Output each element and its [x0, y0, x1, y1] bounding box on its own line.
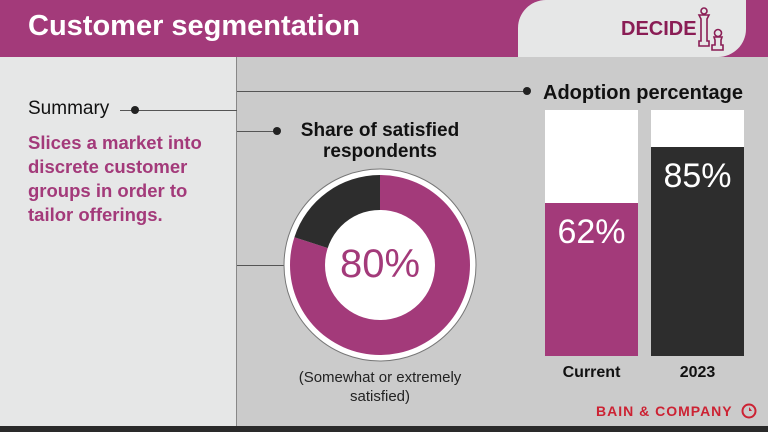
adoption-connector	[237, 91, 527, 92]
bar-fill-2023	[651, 146, 744, 356]
summary-panel	[0, 57, 237, 427]
bar-label-current: 62%	[557, 213, 626, 252]
donut-hole	[325, 210, 435, 320]
bottom-strip	[0, 426, 768, 432]
page-title: Customer segmentation	[28, 10, 360, 42]
summary-text: Slices a market into discrete customer g…	[28, 132, 202, 225]
donut-chart	[283, 168, 477, 362]
decide-badge: DECIDE	[518, 0, 746, 57]
share-dot	[273, 127, 281, 135]
bar-2023: 85%	[651, 110, 744, 356]
summary-connector	[120, 110, 237, 111]
adoption-title: Adoption percentage	[543, 82, 744, 104]
summary-dot	[131, 106, 139, 114]
bar-current: 62%	[545, 110, 638, 356]
title-bar: Customer segmentation	[0, 0, 540, 57]
bar-fill-current	[545, 203, 638, 356]
share-connector	[237, 131, 277, 132]
bar-label-2023: 85%	[663, 156, 732, 195]
category-current: Current	[562, 364, 621, 381]
summary-heading: Summary	[28, 98, 110, 119]
bain-logo-text: BAIN & COMPANY	[596, 403, 733, 419]
bain-logo-icon	[741, 403, 757, 419]
donut-note: (Somewhat or extremely satisfied)	[298, 369, 462, 405]
share-title: Share of satisfied respondents	[300, 120, 460, 162]
adoption-dot	[523, 87, 531, 95]
decide-label: DECIDE	[621, 18, 697, 40]
donut-center-label: 80%	[339, 242, 421, 286]
category-2023: 2023	[679, 364, 716, 381]
chess-pieces-icon	[697, 7, 724, 51]
bain-logo: BAIN & COMPANY	[596, 403, 757, 419]
donut-connector	[237, 265, 289, 266]
